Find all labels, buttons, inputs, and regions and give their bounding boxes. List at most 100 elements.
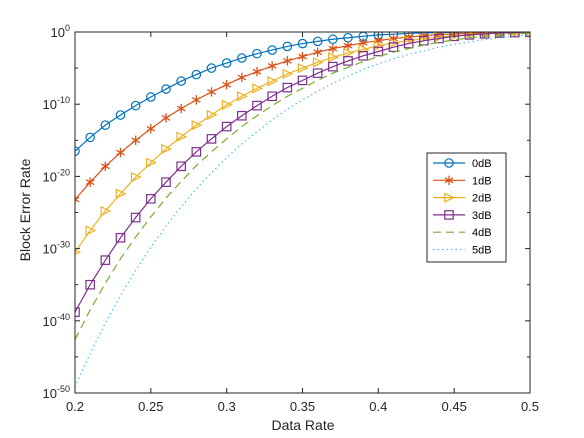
- y-tick-label: 10-50: [43, 384, 70, 401]
- y-tick-base: 10: [43, 169, 57, 184]
- y-tick-exponent: -50: [57, 384, 70, 394]
- data-point-0dB-13: [267, 45, 277, 55]
- data-point-3dB-16: [312, 68, 323, 78]
- data-point-1dB-10: [222, 80, 232, 90]
- data-point-2dB-2: [100, 205, 112, 217]
- data-point-1dB-5: [146, 124, 156, 134]
- x-tick-label: 0.25: [138, 399, 163, 414]
- data-point-1dB-18: [343, 41, 353, 51]
- data-point-0dB-3: [115, 110, 126, 120]
- data-point-0dB-5: [146, 92, 156, 102]
- y-tick-label: 10-40: [43, 312, 70, 329]
- data-point-0dB-12: [252, 48, 262, 59]
- data-point-3dB-8: [191, 147, 202, 157]
- data-point-1dB-16: [313, 47, 323, 57]
- data-point-0dB-14: [282, 41, 293, 52]
- data-point-2dB-18: [343, 47, 355, 59]
- data-point-3dB-6: [161, 177, 171, 187]
- data-point-0dB-2: [100, 120, 111, 130]
- y-tick-base: 10: [43, 97, 57, 112]
- data-point-0dB-7: [176, 76, 186, 86]
- legend-marker-0dB: [444, 158, 454, 168]
- data-point-3dB-19: [358, 51, 368, 61]
- data-point-0dB-8: [191, 69, 202, 80]
- data-point-3dB-22: [403, 38, 414, 49]
- data-point-1dB-3: [116, 147, 125, 158]
- data-point-2dB-9: [206, 109, 218, 121]
- data-point-1dB-1: [85, 177, 95, 187]
- data-point-0dB-11: [237, 53, 247, 63]
- data-point-0dB-16: [312, 36, 323, 47]
- data-point-2dB-12: [252, 83, 264, 94]
- legend-label-0dB: 0dB: [472, 158, 492, 170]
- data-point-3dB-29: [510, 32, 520, 38]
- data-point-1dB-2: [100, 161, 110, 171]
- x-tick-label: 0.2: [66, 399, 84, 414]
- data-point-0dB-9: [206, 63, 217, 73]
- legend-label-3dB: 3dB: [472, 210, 492, 222]
- data-point-3dB-3: [115, 232, 126, 243]
- legend-label-5dB: 5dB: [472, 245, 492, 257]
- series-4dB: [75, 32, 530, 340]
- series-line-4dB: [75, 32, 530, 340]
- data-point-3dB-4: [130, 212, 141, 223]
- legend: 0dB 1dB 2dB 3dB 4dB 5dB: [426, 152, 507, 263]
- data-point-3dB-18: [343, 56, 353, 66]
- data-point-3dB-20: [373, 46, 384, 57]
- y-axis-label: Block Error Rate: [17, 158, 33, 261]
- data-point-3dB-24: [434, 33, 444, 44]
- data-point-3dB-2: [100, 255, 111, 265]
- legend-marker-2dB: [444, 192, 456, 203]
- x-tick-label: 0.35: [290, 399, 315, 414]
- y-tick-label: 10-10: [43, 95, 70, 112]
- data-point-3dB-13: [267, 91, 277, 102]
- data-point-0dB-6: [161, 84, 171, 94]
- data-point-1dB-17: [328, 43, 338, 54]
- data-point-3dB-9: [206, 134, 217, 144]
- legend-marker-3dB: [444, 210, 454, 220]
- y-tick-label: 100: [51, 23, 70, 40]
- data-point-2dB-14: [282, 68, 294, 80]
- data-point-0dB-17: [328, 34, 338, 45]
- legend-label-2dB: 2dB: [472, 193, 492, 205]
- data-point-1dB-13: [267, 61, 277, 71]
- data-point-0dB-4: [130, 100, 141, 111]
- x-tick-label: 0.45: [442, 399, 467, 414]
- x-tick-label: 0.4: [369, 399, 387, 414]
- data-point-0dB-10: [221, 58, 232, 68]
- data-point-3dB-12: [252, 100, 262, 111]
- data-point-2dB-3: [115, 188, 127, 199]
- series-line-0dB: [75, 32, 500, 152]
- y-tick-exponent: -40: [57, 312, 70, 322]
- legend-box: [426, 152, 507, 263]
- legend-item-3dB: 3dB: [433, 210, 492, 222]
- data-point-3dB-11: [237, 110, 247, 121]
- data-point-2dB-1: [85, 225, 97, 236]
- data-point-1dB-7: [176, 103, 186, 114]
- y-tick-exponent: -30: [57, 240, 70, 250]
- data-point-3dB-21: [388, 42, 399, 52]
- data-point-1dB-4: [131, 135, 141, 145]
- legend-label-1dB: 1dB: [472, 175, 492, 187]
- data-point-1dB-14: [282, 56, 292, 66]
- data-point-3dB-17: [328, 61, 338, 72]
- x-tick-label: 0.5: [521, 399, 539, 414]
- legend-label-4dB: 4dB: [472, 227, 492, 239]
- x-axis-label: Data Rate: [271, 417, 334, 433]
- data-point-2dB-17: [328, 52, 339, 63]
- y-tick-exponent: 0: [65, 23, 70, 33]
- data-point-1dB-9: [207, 87, 216, 97]
- data-point-2dB-4: [130, 171, 142, 183]
- data-point-3dB-26: [464, 32, 475, 40]
- data-point-1dB-19: [358, 38, 368, 48]
- axes: 0.2 0.25 0.3 0.35 0.4 0.45 0.510010-1010-2010-…: [43, 23, 540, 414]
- legend-item-1dB: 1dB: [433, 175, 492, 187]
- data-point-1dB-12: [252, 67, 262, 77]
- data-point-2dB-11: [237, 91, 248, 102]
- data-point-2dB-8: [191, 119, 203, 131]
- y-tick-label: 10-20: [43, 167, 70, 184]
- data-point-2dB-7: [176, 131, 188, 142]
- data-point-3dB-7: [176, 161, 186, 172]
- legend-item-2dB: 2dB: [433, 192, 492, 205]
